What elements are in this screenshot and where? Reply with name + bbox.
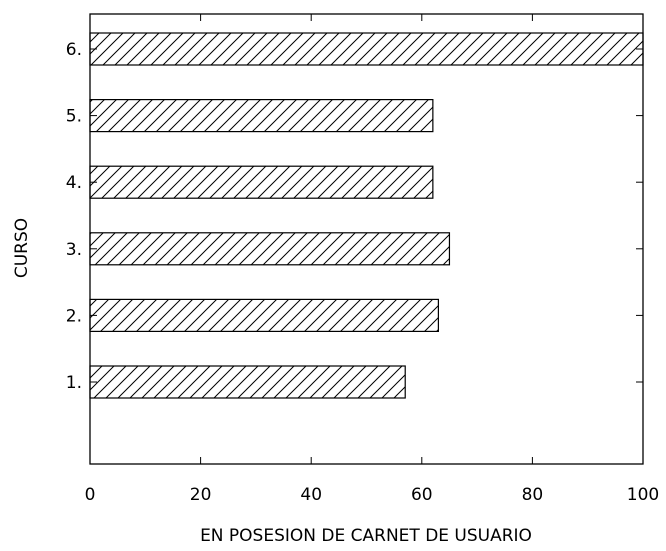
x-axis-label: EN POSESION DE CARNET DE USUARIO	[200, 526, 532, 546]
y-tick-label: 5.	[66, 107, 82, 127]
y-tick-label: 2.	[66, 306, 82, 326]
bar-3	[89, 232, 451, 266]
bar-1	[89, 365, 406, 399]
bar-4	[89, 165, 434, 199]
x-tick-label: 40	[300, 485, 322, 505]
bar-5	[89, 98, 434, 133]
y-tick-label: 4.	[66, 173, 82, 193]
x-tick-label: 100	[627, 485, 659, 505]
x-tick-label: 20	[190, 485, 212, 505]
x-tick-label: 80	[522, 485, 544, 505]
x-tick-label: 0	[85, 485, 96, 505]
y-axis-label: CURSO	[12, 218, 32, 278]
bars-group	[89, 32, 644, 399]
bar-2	[89, 298, 439, 332]
bar-6	[89, 32, 644, 66]
y-tick-label: 6.	[66, 40, 82, 60]
x-tick-label: 60	[411, 485, 433, 505]
x-axis-ticks	[89, 14, 644, 464]
x-tick-labels: 0 20 40 60 80 100	[85, 485, 660, 505]
y-tick-label: 1.	[66, 373, 82, 393]
y-tick-labels: 1. 2. 3. 4. 5. 6.	[66, 40, 82, 393]
y-tick-label: 3.	[66, 240, 82, 260]
y-axis-ticks	[90, 48, 643, 383]
